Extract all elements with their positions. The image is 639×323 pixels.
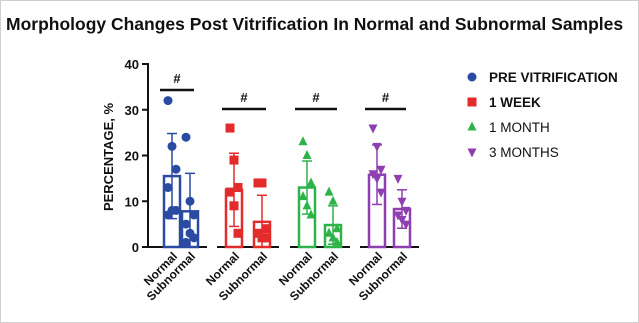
y-tick-label: 30 — [125, 103, 139, 118]
data-point — [302, 200, 312, 210]
significance-marker: # — [173, 71, 181, 86]
legend-label: 1 WEEK — [489, 95, 541, 110]
data-point — [368, 170, 378, 180]
data-point — [306, 177, 316, 187]
data-point — [225, 187, 235, 197]
data-point — [467, 72, 477, 82]
data-point — [163, 210, 173, 220]
y-tick-label: 40 — [125, 57, 139, 72]
data-point — [181, 219, 191, 229]
data-point — [189, 210, 199, 220]
data-point — [181, 237, 191, 247]
data-point — [328, 232, 338, 242]
data-point — [467, 148, 477, 158]
data-point — [368, 124, 378, 134]
data-point — [253, 228, 263, 238]
y-tick-label: 10 — [125, 194, 139, 209]
data-point — [167, 141, 177, 151]
data-point — [324, 227, 334, 237]
data-point — [225, 123, 235, 133]
data-point — [397, 216, 407, 226]
data-point — [324, 186, 334, 196]
data-point — [467, 97, 477, 107]
plot-area: 010203040NormalSubnormal#NormalSubnormal… — [125, 57, 419, 303]
data-point — [163, 183, 173, 193]
data-point — [302, 150, 312, 159]
data-point — [233, 183, 243, 193]
data-point — [163, 96, 173, 106]
legend-label: 1 MONTH — [489, 120, 550, 135]
data-point — [189, 233, 199, 243]
data-point — [306, 209, 316, 219]
data-point — [185, 196, 195, 206]
data-point — [397, 197, 407, 207]
data-point — [298, 191, 308, 201]
y-axis-label: PERCENTAGE, % — [101, 103, 116, 212]
data-point — [229, 155, 239, 165]
data-point — [467, 121, 477, 131]
data-point — [401, 206, 411, 216]
chart-title: Morphology Changes Post Vitrification In… — [6, 14, 624, 34]
legend: PRE VITRIFICATION 1 WEEK 1 MONTH 3 MONTHS — [467, 70, 618, 160]
data-point — [298, 136, 308, 146]
data-point — [171, 205, 181, 215]
data-point — [393, 174, 403, 184]
data-point — [393, 211, 403, 221]
data-point — [257, 178, 267, 188]
data-point — [372, 142, 382, 152]
significance-marker: # — [382, 90, 390, 105]
y-tick-label: 0 — [132, 240, 139, 255]
data-point — [376, 188, 386, 198]
data-point — [261, 233, 271, 243]
data-point — [229, 201, 239, 211]
data-point — [328, 195, 338, 205]
data-point — [372, 174, 382, 184]
data-point — [181, 132, 191, 142]
legend-label: 3 MONTHS — [489, 145, 559, 160]
data-point — [376, 165, 386, 175]
data-point — [332, 223, 342, 233]
data-point — [401, 220, 411, 230]
y-tick-label: 20 — [125, 149, 139, 164]
significance-marker: # — [240, 90, 248, 105]
data-point — [233, 228, 243, 238]
data-point — [171, 164, 181, 174]
data-point — [261, 224, 271, 234]
legend-label: PRE VITRIFICATION — [489, 70, 618, 85]
significance-marker: # — [312, 90, 320, 105]
data-point — [332, 236, 342, 246]
